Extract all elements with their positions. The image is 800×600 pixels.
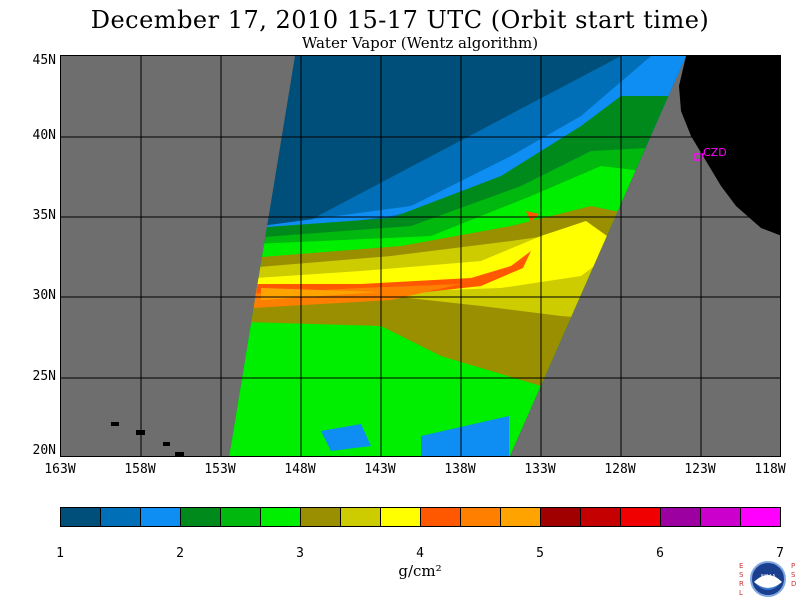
colorbar-swatch-18 xyxy=(741,508,780,526)
lon-label-148w: 148W xyxy=(284,462,316,477)
svg-text:E: E xyxy=(739,562,743,570)
colorbar-swatch-9 xyxy=(381,508,421,526)
colorbar-label-6: 6 xyxy=(656,546,664,561)
colorbar-label-2: 2 xyxy=(176,546,184,561)
colorbar-swatch-8 xyxy=(341,508,381,526)
lon-label-123w: 123W xyxy=(684,462,716,477)
colorbar-swatch-3 xyxy=(141,508,181,526)
svg-text:D: D xyxy=(791,580,796,588)
colorbar-label-4: 4 xyxy=(416,546,424,561)
lon-label-163w: 163W xyxy=(44,462,76,477)
station-label: CZD xyxy=(703,146,727,159)
station-marker xyxy=(694,153,705,161)
colorbar-swatch-11 xyxy=(461,508,501,526)
svg-text:S: S xyxy=(791,571,796,579)
water-vapor-map: CZD xyxy=(60,55,781,457)
colorbar-label-5: 5 xyxy=(536,546,544,561)
svg-text:S: S xyxy=(739,571,744,579)
colorbar-label-1: 1 xyxy=(56,546,64,561)
colorbar-swatch-2 xyxy=(101,508,141,526)
colorbar-swatch-13 xyxy=(541,508,581,526)
colorbar-swatch-14 xyxy=(581,508,621,526)
lon-label-133w: 133W xyxy=(524,462,556,477)
colorbar-swatch-10 xyxy=(421,508,461,526)
svg-text:R: R xyxy=(739,580,744,588)
lon-label-118w: 118W xyxy=(754,462,786,477)
svg-text:NOAA: NOAA xyxy=(761,574,776,580)
colorbar-swatch-6 xyxy=(261,508,301,526)
map-title: December 17, 2010 15-17 UTC (Orbit start… xyxy=(90,6,710,34)
colorbar-swatch-15 xyxy=(621,508,661,526)
colorbar-swatch-12 xyxy=(501,508,541,526)
noaa-logo: E S R L NOAA P S D xyxy=(739,561,796,597)
lat-label-40n: 40N xyxy=(32,128,56,143)
lon-label-143w: 143W xyxy=(364,462,396,477)
colorbar-swatch-7 xyxy=(301,508,341,526)
colorbar-swatch-16 xyxy=(661,508,701,526)
lon-label-138w: 138W xyxy=(444,462,476,477)
lon-label-153w: 153W xyxy=(204,462,236,477)
lat-label-30n: 30N xyxy=(32,288,56,303)
grid-lines xyxy=(61,56,780,456)
lon-label-158w: 158W xyxy=(124,462,156,477)
colorbar-label-3: 3 xyxy=(296,546,304,561)
satellite-swath xyxy=(229,56,686,456)
lat-label-20n: 20N xyxy=(32,443,56,458)
colorbar-swatch-17 xyxy=(701,508,741,526)
land-mass xyxy=(679,56,780,236)
colorbar xyxy=(60,507,781,527)
svg-text:L: L xyxy=(739,589,743,597)
map-subtitle: Water Vapor (Wentz algorithm) xyxy=(301,34,539,52)
lat-label-45n: 45N xyxy=(32,53,56,68)
colorbar-swatch-4 xyxy=(181,508,221,526)
colorbar-swatch-1 xyxy=(61,508,101,526)
lat-label-25n: 25N xyxy=(32,369,56,384)
lat-label-35n: 35N xyxy=(32,208,56,223)
colorbar-label-7: 7 xyxy=(776,546,784,561)
svg-text:P: P xyxy=(791,562,795,570)
hawaii-islands xyxy=(111,422,184,456)
colorbar-swatch-5 xyxy=(221,508,261,526)
colorbar-units: g/cm² xyxy=(398,562,442,580)
lon-label-128w: 128W xyxy=(604,462,636,477)
